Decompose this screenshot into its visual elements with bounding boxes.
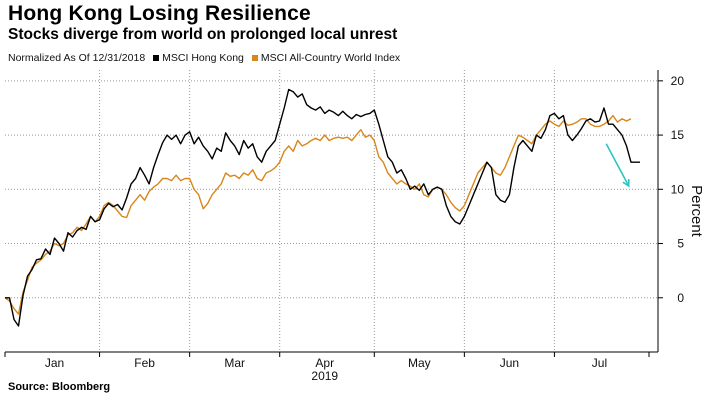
- x-tick-label-jul: Jul: [592, 356, 607, 370]
- legend-swatch-hong-kong: [153, 55, 160, 61]
- annotation-arrow-head: [622, 179, 630, 188]
- legend: Normalized As Of 12/31/2018 MSCI Hong Ko…: [8, 52, 400, 64]
- series-group: [4, 88, 640, 327]
- x-tick-label-feb: Feb: [134, 356, 155, 370]
- y-tick-label-20: 20: [671, 74, 685, 88]
- x-tick-label-apr: Apr: [315, 356, 334, 370]
- annotations: [605, 143, 630, 188]
- y-tick-label-5: 5: [677, 237, 684, 251]
- series-line-hong-kong: [5, 88, 640, 327]
- y-tick-label-15: 15: [671, 128, 685, 142]
- x-tick-label-jun: Jun: [500, 356, 519, 370]
- legend-swatch-acwi: [251, 55, 258, 61]
- legend-note: Normalized As Of 12/31/2018: [8, 52, 146, 64]
- chart-title: Hong Kong Losing Resilience: [8, 2, 311, 25]
- x-tick-label-mar: Mar: [224, 356, 245, 370]
- source-note: Source: Bloomberg: [8, 381, 111, 393]
- series-line-acwi: [4, 114, 632, 315]
- legend-item-acwi: MSCI All-Country World Index: [251, 52, 401, 64]
- axes: [4, 70, 663, 357]
- axis-labels: 0 5 10 15 20 Jan Feb Mar Apr May Jun Jul 2019 Percent: [45, 74, 705, 383]
- annotation-arrow-shaft: [605, 143, 630, 187]
- chart-subtitle: Stocks diverge from world on prolonged l…: [8, 26, 398, 43]
- grid: [5, 70, 658, 352]
- legend-label-acwi: MSCI All-Country World Index: [260, 52, 401, 64]
- x-tick-label-may: May: [408, 356, 431, 370]
- legend-label-hong-kong: MSCI Hong Kong: [162, 52, 244, 64]
- x-tick-label-jan: Jan: [45, 356, 64, 370]
- x-axis-year-label: 2019: [311, 369, 338, 383]
- y-tick-label-0: 0: [677, 291, 684, 305]
- y-tick-label-10: 10: [671, 182, 685, 196]
- legend-item-hong-kong: MSCI Hong Kong: [153, 52, 244, 64]
- y-axis-title: Percent: [688, 185, 705, 238]
